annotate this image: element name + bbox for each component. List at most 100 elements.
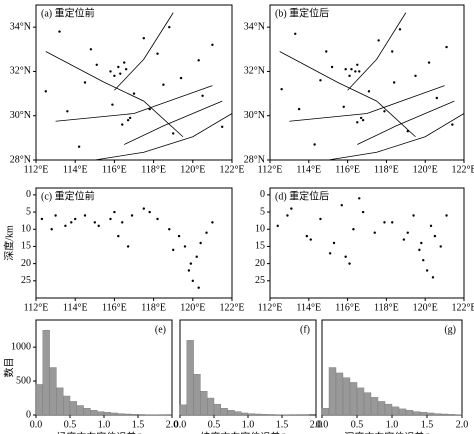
x-tick-label: 114°E [296, 302, 321, 313]
event-point [330, 65, 334, 69]
event-point [439, 245, 442, 248]
histogram-bar [254, 413, 262, 416]
plot-frame [35, 187, 233, 299]
event-point [179, 76, 183, 80]
x-tick-label: 112°E [24, 164, 49, 175]
x-tick-label: 1.0 [386, 419, 399, 430]
event-point [221, 125, 224, 128]
x-tick-label: 118°E [374, 164, 399, 175]
histogram-bar [193, 374, 201, 416]
event-point [119, 72, 122, 75]
event-point [199, 241, 202, 245]
y-tick-label: 28°N [244, 154, 265, 165]
event-point [391, 50, 394, 53]
histogram-bar [419, 412, 428, 416]
event-point [356, 121, 359, 124]
y-tick-label: 20 [21, 258, 31, 269]
histogram-bar [321, 408, 330, 416]
event-point [354, 70, 357, 73]
x-tick-label: 118°E [141, 302, 166, 313]
y-tick-label: 30°N [10, 110, 31, 121]
y-tick-label: 32°N [244, 66, 265, 77]
histogram-bar [56, 387, 64, 416]
histogram-bar [69, 401, 77, 416]
event-point [162, 83, 165, 86]
histogram-bar [412, 411, 421, 416]
event-point [121, 123, 124, 126]
event-point [276, 224, 279, 228]
event-point [391, 221, 394, 224]
histogram-bar [96, 411, 105, 416]
fault-line [279, 51, 416, 138]
y-tick-label: 15 [21, 241, 31, 252]
event-point [195, 255, 198, 258]
histogram-bar [433, 413, 442, 416]
event-point [344, 68, 347, 71]
event-point [398, 28, 402, 31]
x-tick-label: 120°E [413, 302, 438, 313]
event-point [121, 221, 124, 224]
event-point [377, 39, 380, 42]
x-tick-label: 122°E [451, 164, 474, 175]
histogram-bar [447, 414, 456, 416]
event-point [309, 238, 312, 241]
y-tick-label: 10 [255, 224, 265, 235]
event-point [342, 105, 345, 109]
histogram-bar [377, 401, 386, 416]
histogram-bar [49, 367, 57, 416]
event-point [189, 262, 193, 265]
histogram-bar [42, 329, 50, 416]
event-point [205, 231, 208, 234]
event-point [445, 214, 448, 217]
histogram-bar [349, 382, 358, 416]
x-tick-label: 120°E [180, 302, 205, 313]
x-tick-label: 2.0 [166, 419, 179, 430]
x-axis-label: 深度方向定位误差/km [344, 430, 440, 434]
title-bg [272, 190, 342, 203]
histogram-bar [35, 384, 43, 416]
fault-line [114, 12, 174, 91]
x-tick-label: 116°E [102, 302, 127, 313]
event-point [367, 90, 371, 93]
y-tick-label: 25 [255, 275, 265, 286]
y-axis-label: 深度/km [2, 225, 15, 261]
histogram-bar [206, 397, 215, 416]
x-tick-label: 0.5 [351, 419, 364, 430]
event-point [44, 90, 47, 93]
x-axis-label: 经度方向定位误差/km [56, 430, 152, 434]
x-tick-label: 116°E [335, 302, 360, 313]
title-bg [38, 190, 108, 203]
event-point [109, 70, 112, 73]
y-tick-label: 10 [21, 224, 31, 235]
event-point [50, 228, 53, 231]
histogram-bar [247, 413, 256, 416]
event-point [74, 217, 77, 221]
histogram-bar [405, 410, 414, 416]
event-point [328, 252, 332, 255]
event-point [197, 286, 200, 289]
event-point [332, 241, 336, 245]
event-point [177, 234, 181, 238]
event-point [313, 143, 316, 146]
event-point [58, 30, 61, 33]
event-point [156, 217, 159, 221]
event-point [319, 217, 322, 221]
event-point [89, 48, 93, 51]
histogram-bar [76, 405, 84, 416]
histogram-bar [63, 395, 71, 416]
event-point [325, 50, 328, 53]
event-point [113, 210, 116, 214]
event-point [406, 231, 409, 234]
event-point [431, 276, 435, 279]
event-point [383, 110, 386, 113]
event-point [352, 228, 355, 231]
event-point [294, 32, 297, 35]
histogram-bar [363, 392, 372, 416]
histogram-bar [370, 397, 379, 416]
event-point [358, 197, 361, 200]
histogram-bar [227, 410, 235, 416]
histogram-bar [103, 412, 112, 416]
histogram-bar [117, 413, 125, 416]
y-axis-label: 数目 [2, 358, 15, 378]
event-point [142, 207, 145, 210]
